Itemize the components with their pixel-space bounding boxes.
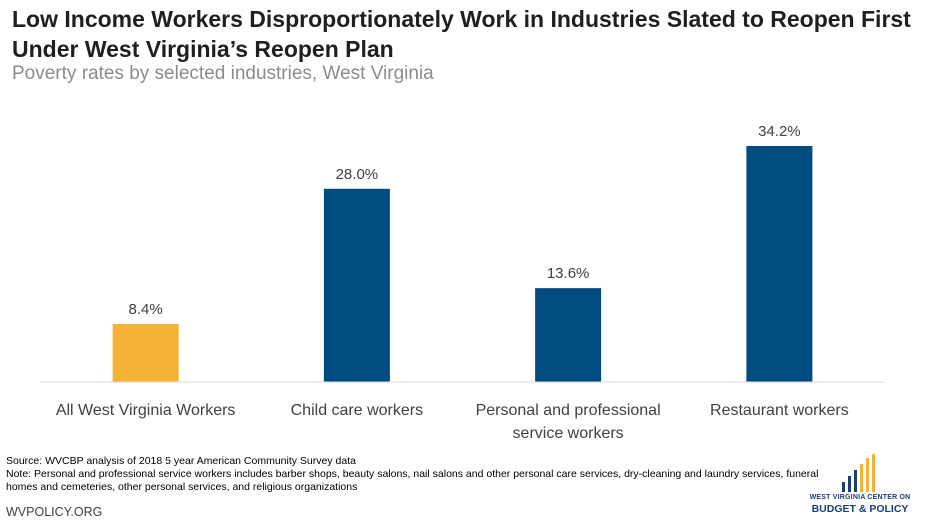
category-label-0-0: All West Virginia Workers (56, 402, 236, 419)
chart-subtitle: Poverty rates by selected industries, We… (12, 63, 434, 84)
logo-bars-icon (842, 454, 875, 492)
bar-chart: 8.4% All West Virginia Workers 28.0% Child … (40, 123, 885, 442)
data-label-3: 34.2% (758, 123, 801, 140)
bar-1 (323, 188, 390, 382)
logo-bar-5 (872, 454, 875, 492)
bar-2 (535, 288, 602, 382)
logo-bar-3 (860, 464, 863, 492)
category-label-3-0: Restaurant workers (710, 402, 849, 419)
logo-text-line2: BUDGET & POLICY (811, 503, 909, 515)
logo-bar-1 (848, 476, 851, 492)
logo-bar-4 (866, 458, 869, 492)
category-label-2-1: service workers (513, 425, 624, 442)
category-label-1-0: Child care workers (291, 402, 423, 419)
bars-layer (112, 146, 813, 382)
bar-0 (112, 324, 179, 382)
data-label-0: 8.4% (129, 301, 163, 318)
labels-layer: 8.4% All West Virginia Workers 28.0% Child … (56, 123, 849, 442)
wvcbp-logo: WEST VIRGINIA CENTER ON BUDGET & POLICY (800, 454, 920, 518)
bar-3 (746, 146, 813, 382)
logo-bar-0 (842, 482, 845, 492)
website-label: WVPOLICY.ORG (6, 505, 103, 519)
logo-bar-2 (854, 470, 857, 492)
chart-title: Low Income Workers Disproportionately Wo… (12, 6, 911, 62)
data-label-1: 28.0% (336, 166, 379, 183)
category-label-2-0: Personal and professional (476, 402, 661, 419)
logo-text-line1: WEST VIRGINIA CENTER ON (809, 494, 911, 501)
data-label-2: 13.6% (547, 265, 590, 282)
footnote: Note: Personal and professional service … (6, 468, 819, 493)
source-note: Source: WVCBP analysis of 2018 5 year Am… (6, 455, 356, 467)
